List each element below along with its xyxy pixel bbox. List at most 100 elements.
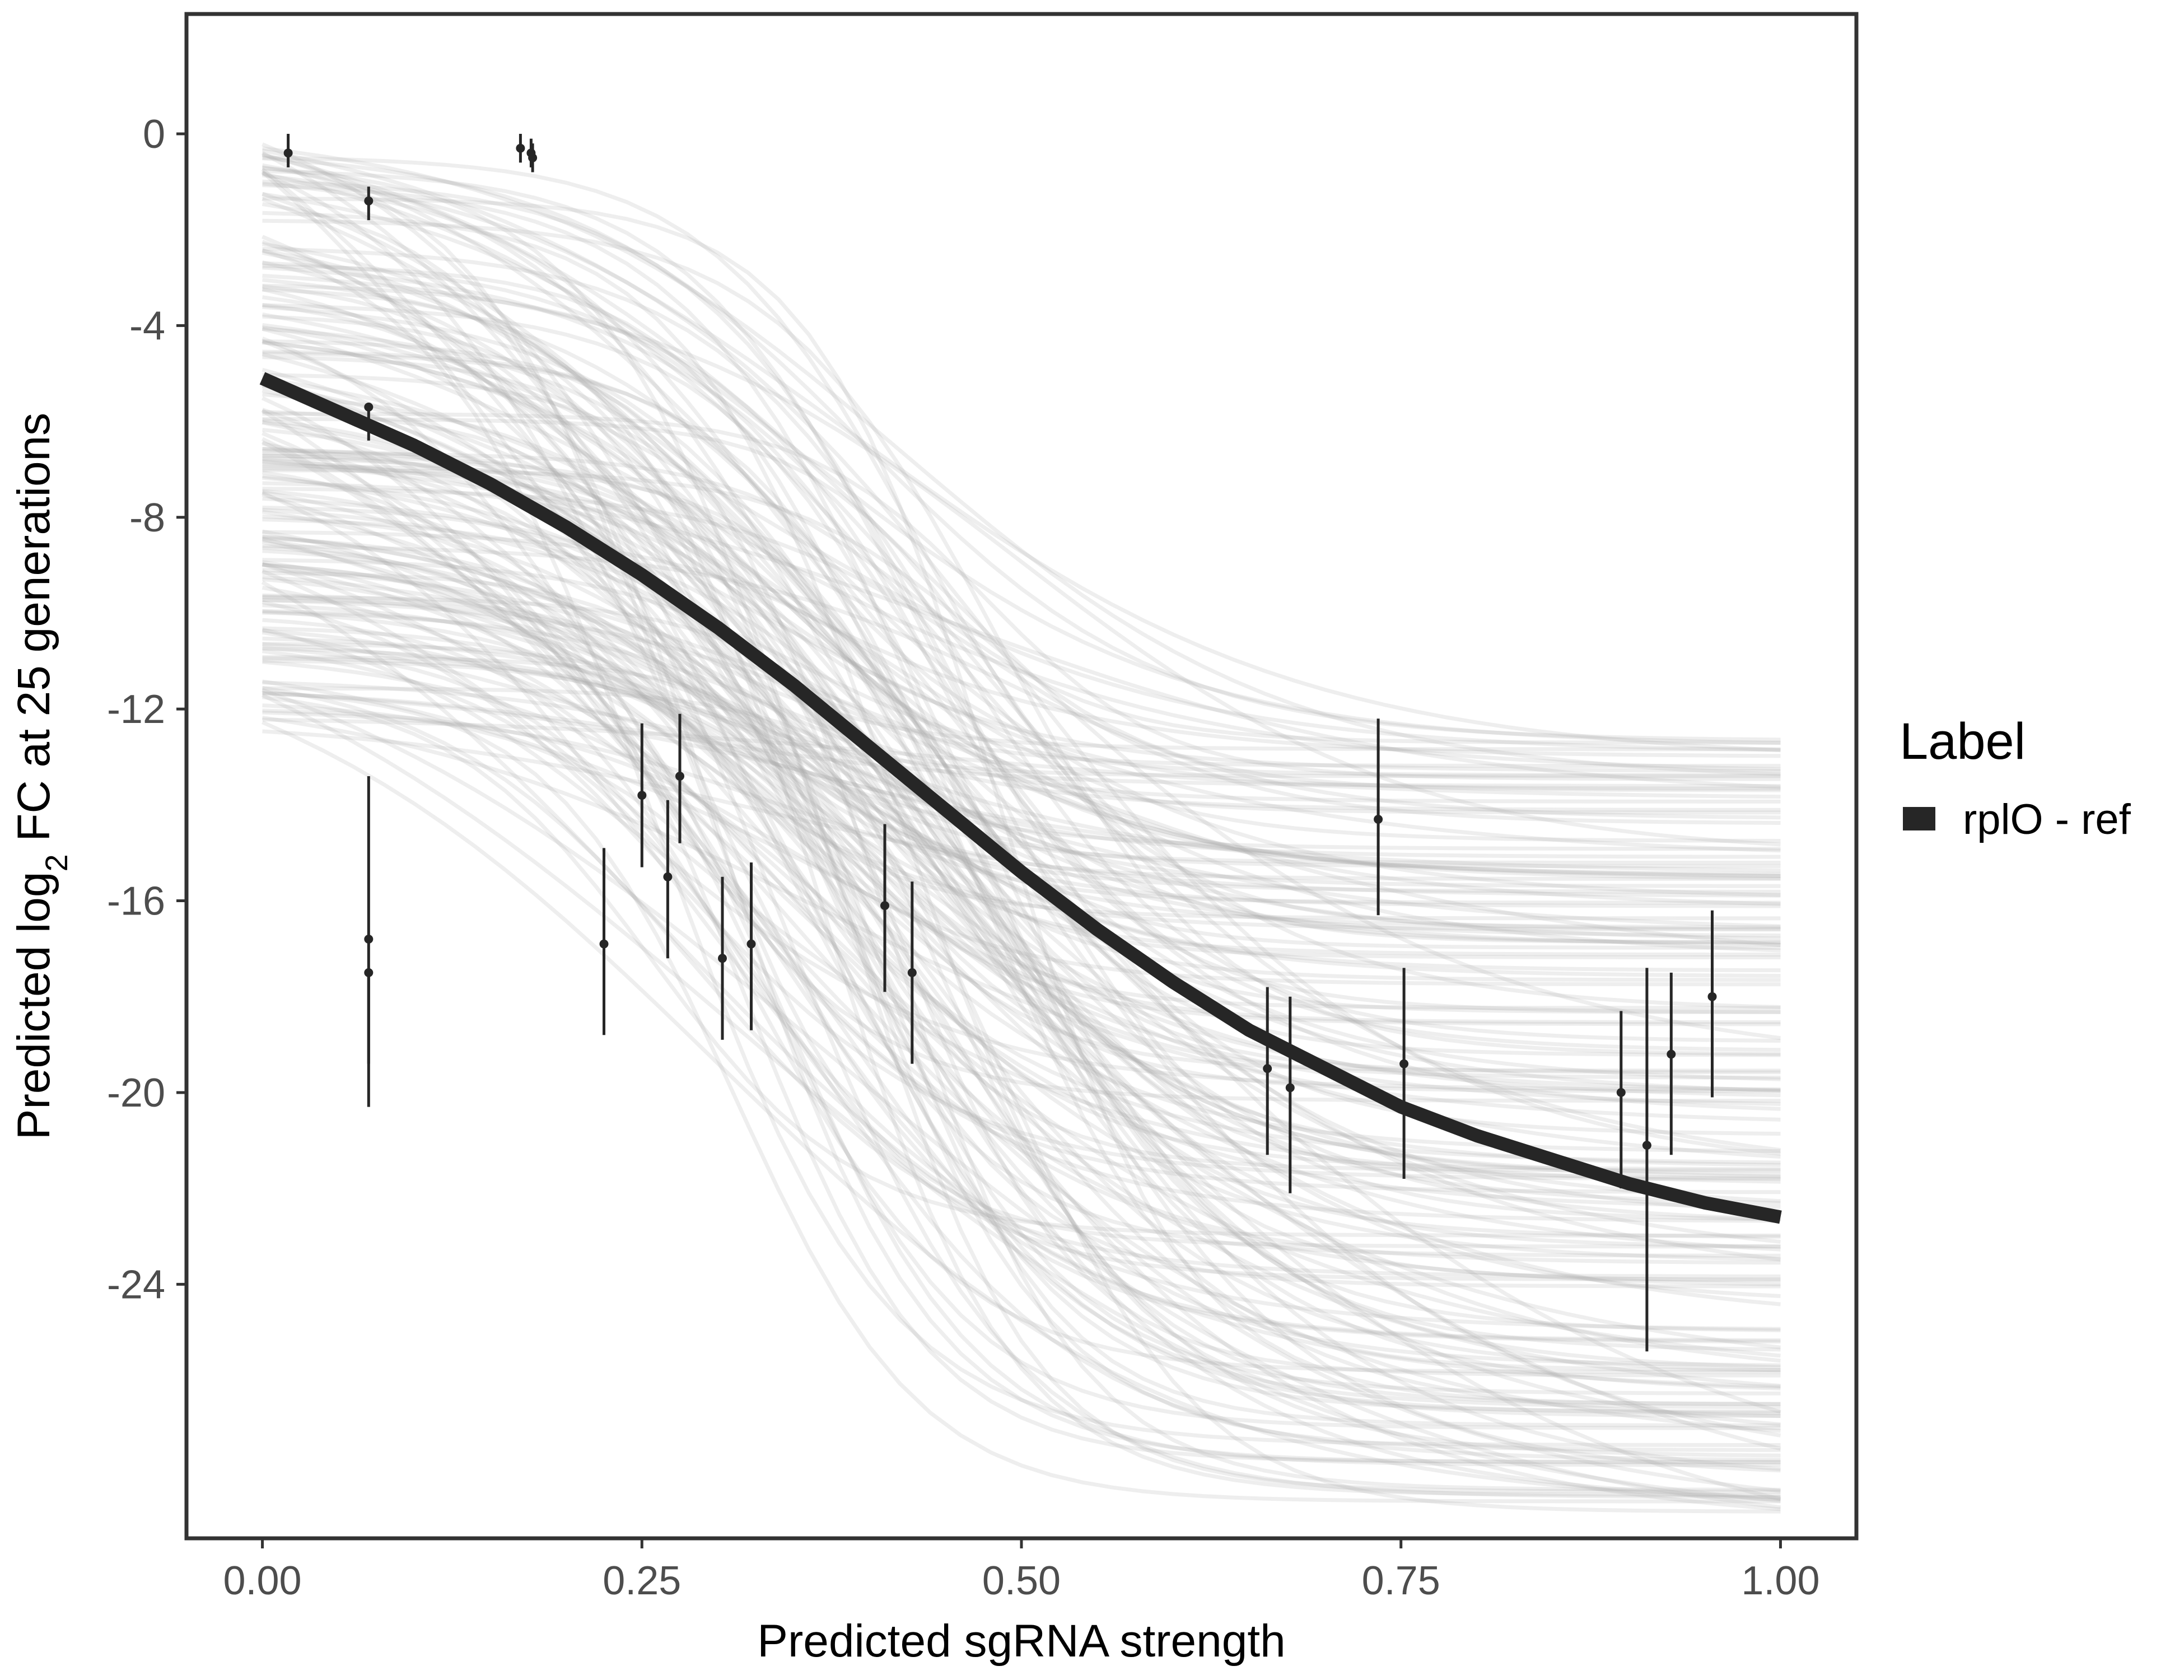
data-point xyxy=(1374,815,1383,824)
posterior-draw-line xyxy=(262,475,1781,1471)
posterior-draw-line xyxy=(262,148,1781,753)
y-tick-label: 0 xyxy=(143,112,165,157)
posterior-draw-line xyxy=(262,173,1781,1156)
posterior-draw-line xyxy=(262,303,1781,1352)
posterior-draw-line xyxy=(262,372,1781,815)
data-point xyxy=(1667,1049,1676,1059)
legend: Label rplO - ref xyxy=(1900,713,2131,843)
posterior-draw-line xyxy=(262,462,1781,1249)
posterior-draw-line xyxy=(261,437,1781,1286)
posterior-draw-line xyxy=(262,695,1781,1238)
posterior-draw-line xyxy=(262,451,1781,745)
posterior-draw-line xyxy=(262,261,1781,1052)
posterior-draw-line xyxy=(262,567,1781,1298)
posterior-draw-line xyxy=(262,655,1781,1514)
posterior-draw-line xyxy=(262,303,1781,1258)
posterior-draw-line xyxy=(262,417,1781,944)
posterior-draw-line xyxy=(262,447,1781,945)
fitted-line-rplo-ref xyxy=(259,372,1782,1224)
posterior-draw-line xyxy=(262,642,1781,941)
posterior-draw-line xyxy=(262,264,1781,1075)
posterior-draw-line xyxy=(262,351,1781,1282)
posterior-draw-line xyxy=(262,517,1781,888)
posterior-draw-line xyxy=(262,600,1781,1181)
posterior-draw-line xyxy=(262,392,1781,1390)
posterior-draw-line xyxy=(262,729,1781,898)
posterior-draw-line xyxy=(262,544,1781,820)
posterior-draw-line xyxy=(262,575,1781,978)
posterior-draw-line xyxy=(262,165,1781,1176)
posterior-draw-line xyxy=(262,326,1781,772)
posterior-draw-line xyxy=(262,278,1781,1111)
y-axis-title: Predicted log2 FC at 25 generations xyxy=(8,413,74,1140)
posterior-draw-line xyxy=(262,166,1781,1452)
posterior-draw-line xyxy=(262,691,1781,928)
posterior-draw-line xyxy=(262,202,1781,1464)
posterior-draw-line xyxy=(262,384,1781,1363)
posterior-draw-line xyxy=(262,242,1781,1179)
y-tick-label: -8 xyxy=(129,496,165,540)
x-axis: 0.00 0.25 0.50 0.75 1.00 xyxy=(223,1538,1820,1603)
posterior-draw-line xyxy=(262,717,1781,799)
posterior-draw-line xyxy=(261,440,1781,1433)
data-point xyxy=(1285,1083,1295,1093)
data-point xyxy=(1707,992,1717,1001)
y-axis: 0 -4 -8 -12 -16 -20 -24 xyxy=(107,112,186,1307)
posterior-draw-line xyxy=(262,287,1781,773)
x-tick-label: 0.00 xyxy=(223,1558,301,1603)
posterior-draw-line xyxy=(262,295,1781,865)
posterior-draw-line xyxy=(262,560,1781,1342)
posterior-draw-line xyxy=(262,630,1781,872)
posterior-draw-line xyxy=(262,355,1781,1494)
posterior-draw-line xyxy=(262,171,1781,1344)
posterior-draw-line xyxy=(262,326,1781,1473)
posterior-draw-line xyxy=(262,156,1781,931)
posterior-draw-line xyxy=(262,646,1781,1458)
posterior-draw-line xyxy=(262,179,1781,1136)
posterior-draw-line xyxy=(262,152,1781,897)
posterior-draw-line xyxy=(262,235,1781,1306)
posterior-draw-line xyxy=(262,627,1781,1092)
posterior-draw-line xyxy=(262,628,1781,1265)
posterior-draw-line xyxy=(262,367,1781,1244)
posterior-draw-line xyxy=(262,192,1781,745)
posterior-draw-line xyxy=(262,720,1781,1501)
posterior-draw-line xyxy=(262,260,1781,878)
posterior-draw-line xyxy=(262,218,1781,1056)
data-point xyxy=(907,968,917,977)
y-tick-label: -4 xyxy=(129,304,165,348)
fitted-curve-layer xyxy=(259,372,1782,1224)
posterior-draw-line xyxy=(262,656,1781,778)
data-point xyxy=(528,153,538,162)
posterior-draw-line xyxy=(262,598,1781,880)
posterior-draw-line xyxy=(261,167,1781,1350)
posterior-draw-line xyxy=(262,680,1781,1093)
data-point xyxy=(283,148,293,158)
data-point xyxy=(516,143,525,153)
posterior-draw-line xyxy=(262,690,1781,1504)
posterior-draw-line xyxy=(262,339,1781,1492)
data-point xyxy=(1642,1141,1651,1150)
data-point xyxy=(718,954,727,963)
y-axis-title-main: Predicted log xyxy=(8,872,59,1140)
posterior-draw-line xyxy=(262,169,1781,1014)
data-point xyxy=(663,872,673,881)
posterior-draw-line xyxy=(262,340,1781,1081)
x-tick-label: 0.50 xyxy=(982,1558,1061,1603)
data-point xyxy=(1263,1064,1272,1074)
posterior-draw-line xyxy=(262,396,1781,1223)
data-point xyxy=(746,939,756,949)
posterior-draw-line xyxy=(262,562,1781,1388)
posterior-draw-line xyxy=(262,691,1781,788)
posterior-draw-line xyxy=(262,626,1781,957)
posterior-draw-line xyxy=(262,284,1781,768)
posterior-draw-line xyxy=(262,464,1781,1373)
legend-label-rplo-ref: rplO - ref xyxy=(1963,796,2131,843)
posterior-draw-line xyxy=(262,171,1781,1152)
posterior-draw-line xyxy=(262,536,1781,1451)
posterior-draw-line xyxy=(262,153,1781,1040)
posterior-draw-line xyxy=(261,580,1781,1389)
x-tick-label: 1.00 xyxy=(1741,1558,1819,1603)
posterior-draw-line xyxy=(262,339,1781,1501)
